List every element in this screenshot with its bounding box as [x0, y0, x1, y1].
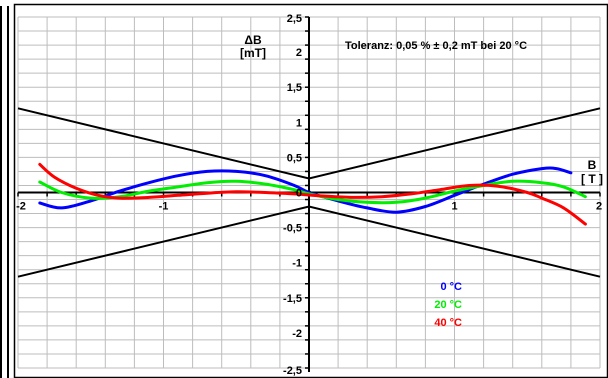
y-tick-label: 0 [296, 188, 302, 200]
y-tick-label: -2 [292, 328, 302, 340]
x-tick-label: -2 [16, 201, 26, 213]
tolerance-annotation: Toleranz: 0,05 % ± 0,2 mT bei 20 °C [345, 40, 527, 52]
x-tick-label: 1 [451, 201, 457, 213]
y-axis-label-line2: [mT] [240, 46, 266, 60]
x-axis-label-line2: [ T ] [581, 172, 603, 186]
y-tick-label: -1 [292, 258, 302, 270]
y-tick-label: 0,5 [287, 152, 302, 164]
y-axis-label-line1: ΔB [244, 33, 262, 47]
x-tick-label: 2 [596, 201, 602, 213]
legend-entry-1: 0 °C [440, 281, 462, 293]
legend: 0 °C 20 °C 40 °C [434, 281, 462, 329]
y-tick-label: 2,5 [287, 13, 302, 25]
y-tick-label: -0,5 [283, 223, 302, 235]
y-tick-label: 2 [296, 47, 302, 59]
y-tick-label: -2,5 [283, 365, 302, 377]
series-line-3 [38, 162, 587, 226]
series-line-1 [38, 166, 573, 214]
x-tick-label: -1 [159, 201, 169, 213]
legend-entry-3: 40 °C [434, 317, 462, 329]
y-tick-label: -1,5 [283, 293, 302, 305]
series-lines [38, 162, 587, 226]
y-tick-label: 1,5 [287, 82, 302, 94]
y-tick-label: 1 [296, 117, 302, 129]
x-axis-label-line1: B [588, 158, 597, 172]
tick-labels: -2 -1 1 2 2,5 2 1,5 1 0,5 0 -0,5 -1 -1,5 -2 -2,5 [16, 13, 602, 377]
legend-entry-2: 20 °C [434, 299, 462, 311]
